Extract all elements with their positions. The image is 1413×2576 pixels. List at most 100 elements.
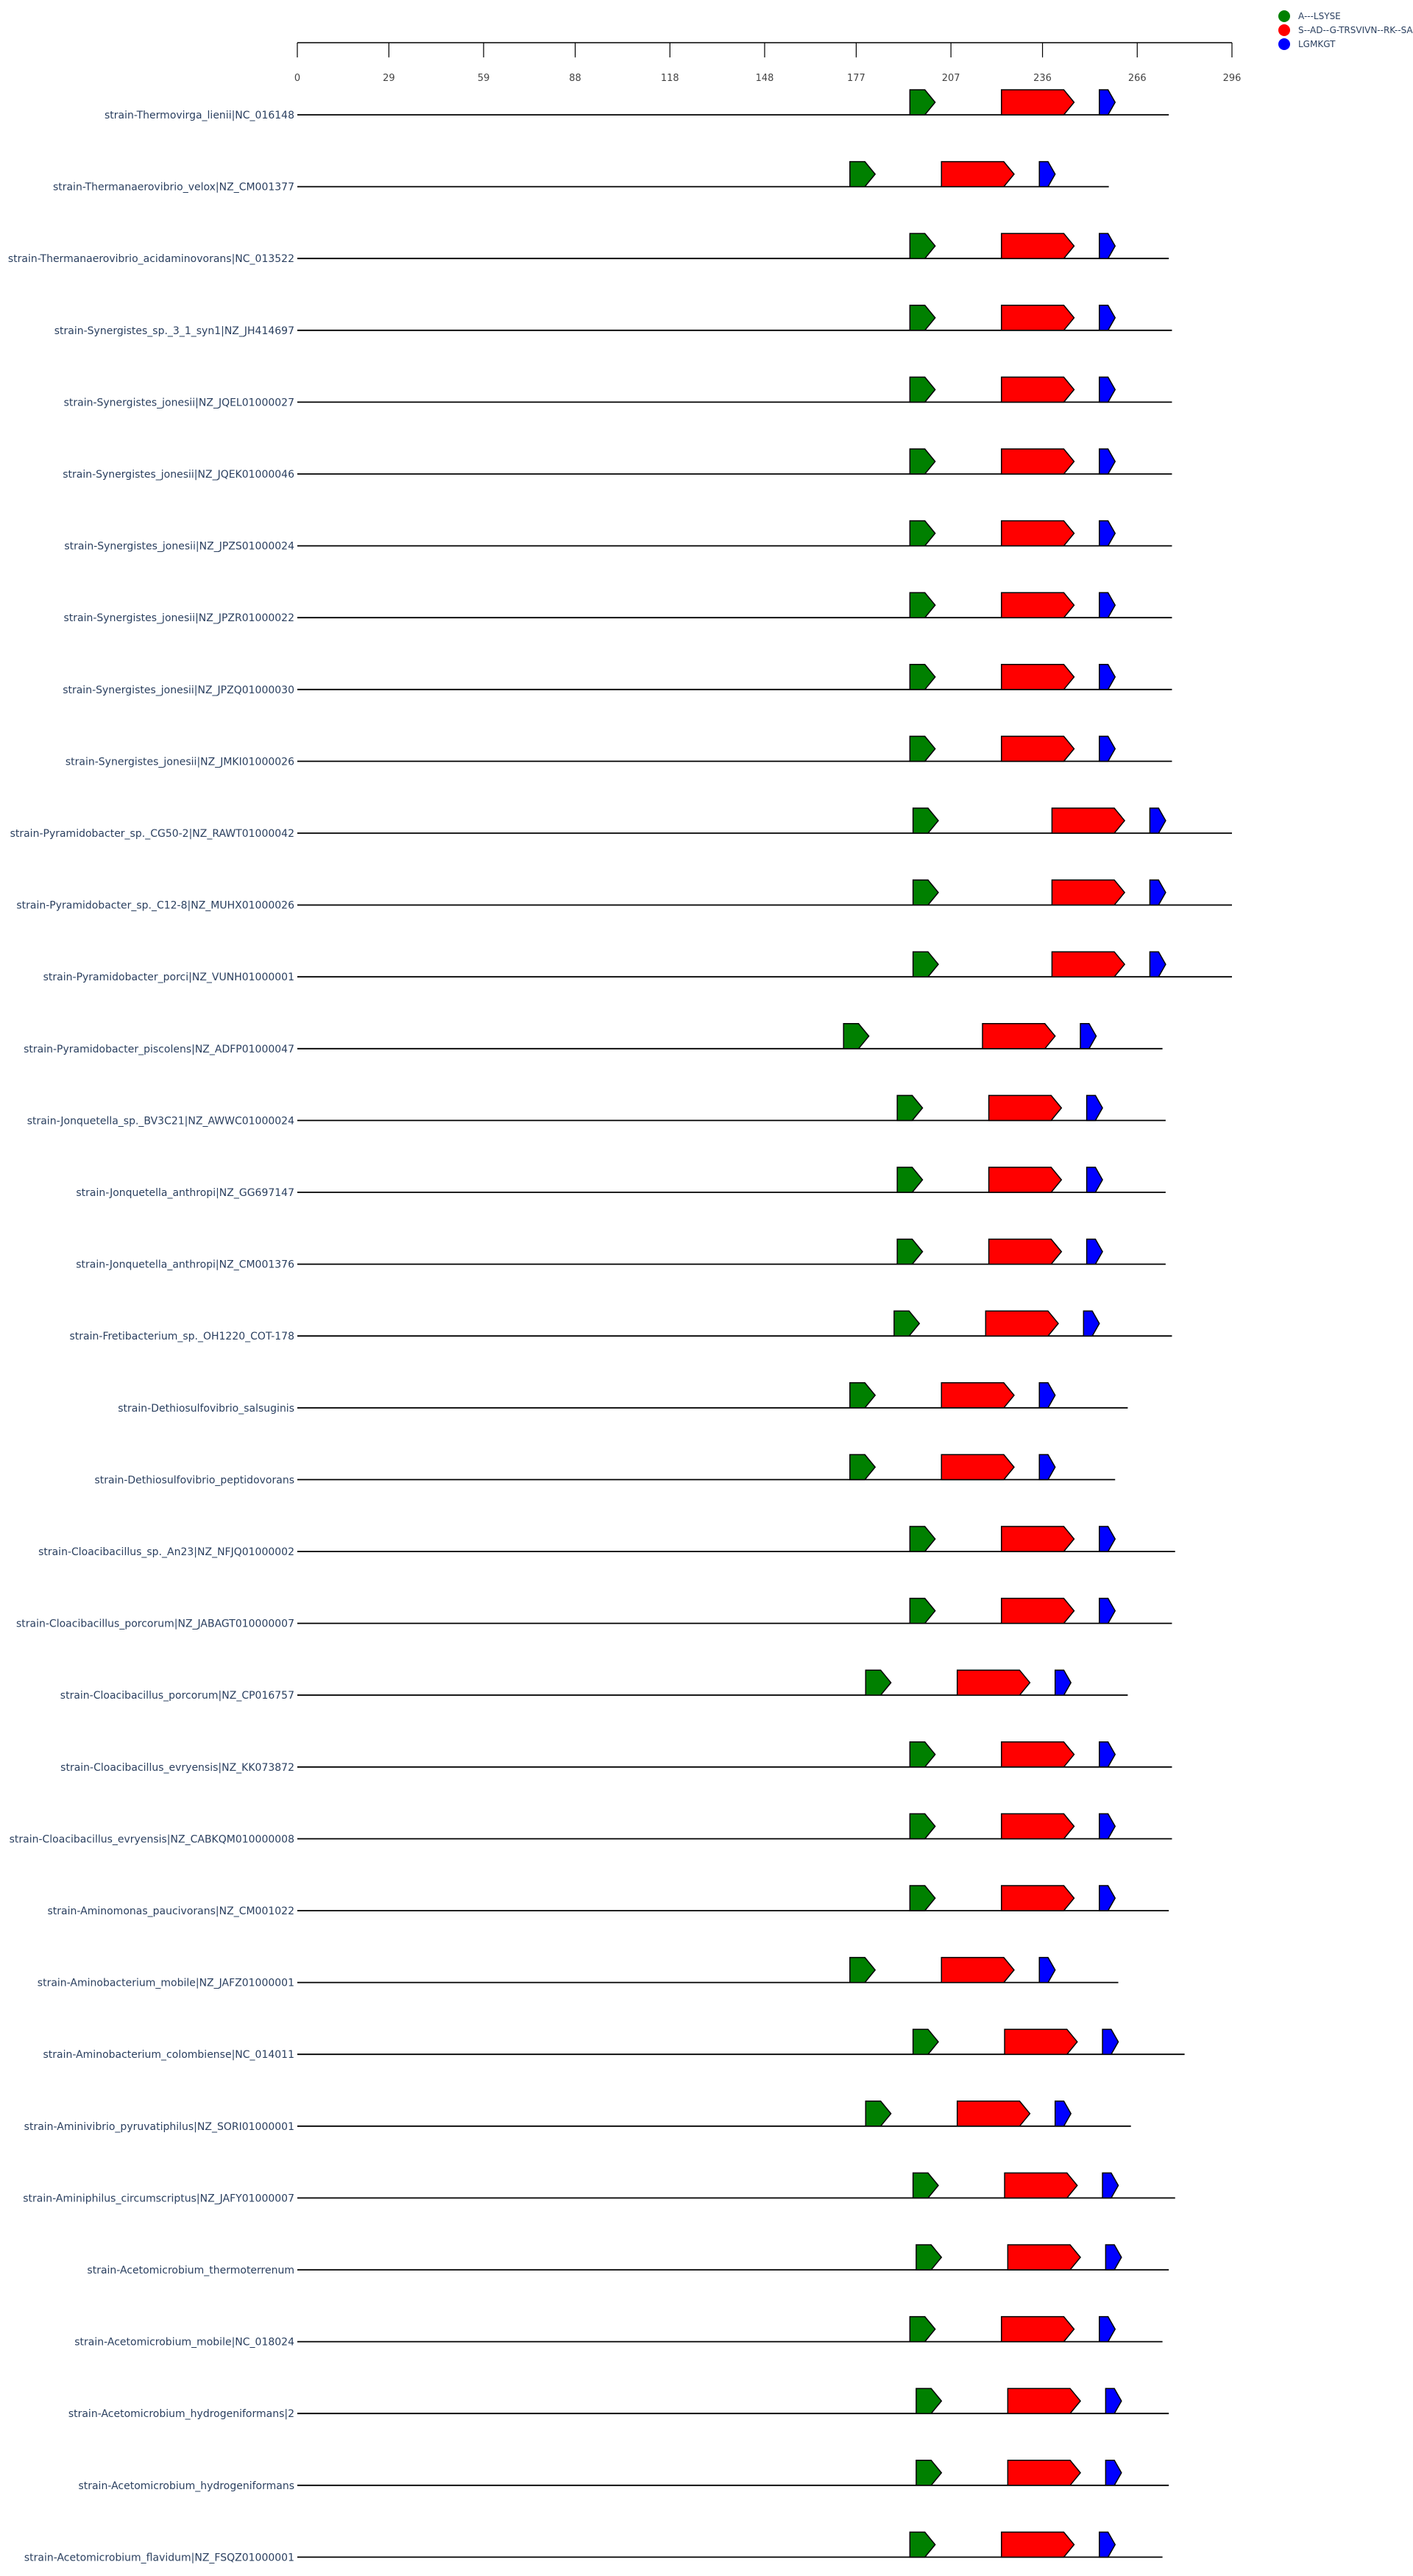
- gene-arrow: [941, 1382, 1015, 1409]
- gene-arrow: [916, 2388, 943, 2414]
- gene-arrow: [1038, 1454, 1056, 1481]
- track-label: strain-Acetomicrobium_flavidum|NZ_FSQZ01…: [24, 2552, 294, 2563]
- track: strain-Thermovirga_lienii|NC_016148: [105, 89, 1169, 121]
- gene-arrow: [1080, 1023, 1097, 1050]
- track-label: strain-Synergistes_jonesii|NZ_JMKI010000…: [65, 756, 294, 768]
- track: strain-Acetomicrobium_hydrogeniformans|2: [68, 2388, 1169, 2420]
- gene-arrow: [985, 1310, 1059, 1337]
- gene-arrow: [912, 951, 939, 977]
- track-label: strain-Pyramidobacter_sp._C12-8|NZ_MUHX0…: [16, 900, 294, 912]
- track: strain-Synergistes_jonesii|NZ_JPZS010000…: [64, 520, 1172, 553]
- gene-arrow: [982, 1023, 1056, 1050]
- track: strain-Pyramidobacter_piscolens|NZ_ADFP0…: [24, 1023, 1163, 1055]
- track: strain-Aminiphilus_circumscriptus|NZ_JAF…: [23, 2172, 1175, 2204]
- gene-arrow: [909, 735, 936, 762]
- gene-arrow: [1099, 664, 1116, 690]
- track-label: strain-Pyramidobacter_porci|NZ_VUNH01000…: [43, 972, 294, 983]
- track: strain-Jonquetella_anthropi|NZ_CM001376: [76, 1238, 1166, 1271]
- gene-arrow: [909, 1741, 936, 1768]
- axis-tick-label: 207: [942, 73, 960, 84]
- gene-arrow: [956, 1669, 1031, 1696]
- gene-arrow: [1001, 1526, 1075, 1552]
- legend-swatch: [1278, 24, 1290, 36]
- gene-arrow: [1099, 1597, 1116, 1624]
- gene-arrow: [941, 1956, 1015, 1984]
- gene-arrow: [1099, 1741, 1116, 1768]
- gene-arrow: [893, 1310, 921, 1337]
- legend-label: LGMKGT: [1298, 39, 1336, 49]
- gene-arrow: [1001, 2315, 1075, 2343]
- gene-arrow: [1086, 1094, 1103, 1122]
- track-label: strain-Aminobacterium_mobile|NZ_JAFZ0100…: [38, 1978, 294, 1989]
- gene-arrow: [1102, 2172, 1119, 2199]
- track-label: strain-Jonquetella_anthropi|NZ_GG697147: [76, 1187, 294, 1199]
- track: strain-Dethiosulfovibrio_salsuginis: [118, 1382, 1128, 1415]
- gene-arrow: [941, 160, 1015, 188]
- gene-arrow: [916, 2460, 943, 2486]
- track-label: strain-Dethiosulfovibrio_salsuginis: [118, 1403, 294, 1415]
- track: strain-Synergistes_jonesii|NZ_JPZR010000…: [63, 592, 1172, 624]
- axis-tick-label: 118: [661, 73, 679, 84]
- track: strain-Synergistes_jonesii|NZ_JMKI010000…: [65, 735, 1172, 768]
- track: strain-Thermanaerovibrio_acidaminovorans…: [8, 233, 1169, 265]
- track: strain-Jonquetella_sp._BV3C21|NZ_AWWC010…: [27, 1094, 1166, 1127]
- gene-arrow: [1054, 2101, 1072, 2127]
- gene-arrow: [1007, 2244, 1082, 2271]
- track: strain-Synergistes_jonesii|NZ_JPZQ010000…: [63, 664, 1172, 696]
- track-label: strain-Acetomicrobium_thermoterrenum: [87, 2265, 294, 2276]
- gene-arrow: [912, 2028, 939, 2055]
- gene-arrow: [909, 305, 936, 331]
- track: strain-Fretibacterium_sp._OH1220_COT-178: [70, 1310, 1172, 1342]
- gene-arrow: [988, 1167, 1063, 1193]
- track-label: strain-Aminobacterium_colombiense|NC_014…: [43, 2049, 294, 2061]
- gene-arrow: [1001, 1741, 1075, 1768]
- gene-arrow: [1099, 233, 1116, 259]
- gene-arrow: [1001, 1885, 1075, 1911]
- track-label: strain-Acetomicrobium_hydrogeniformans|2: [68, 2408, 294, 2420]
- gene-arrow: [909, 592, 936, 618]
- gene-arrow: [1001, 1813, 1075, 1840]
- gene-arrow: [909, 1526, 936, 1552]
- gene-arrow: [843, 1023, 870, 1050]
- gene-arrow: [912, 807, 939, 834]
- track: strain-Aminobacterium_mobile|NZ_JAFZ0100…: [38, 1956, 1119, 1989]
- gene-arrow: [1001, 1597, 1075, 1624]
- track-label: strain-Synergistes_jonesii|NZ_JPZR010000…: [63, 612, 294, 624]
- track: strain-Aminobacterium_colombiense|NC_014…: [43, 2028, 1185, 2061]
- gene-arrow: [1099, 305, 1116, 331]
- gene-arrow: [865, 2101, 892, 2127]
- track: strain-Acetomicrobium_flavidum|NZ_FSQZ01…: [24, 2531, 1163, 2563]
- track: strain-Cloacibacillus_sp._An23|NZ_NFJQ01…: [38, 1526, 1175, 1558]
- track-label: strain-Pyramidobacter_sp._CG50-2|NZ_RAWT…: [10, 828, 294, 840]
- axis-tick-label: 29: [383, 73, 395, 84]
- axis-tick-label: 296: [1223, 73, 1242, 84]
- gene-arrow: [909, 89, 936, 116]
- gene-arrow: [909, 664, 936, 690]
- track: strain-Acetomicrobium_mobile|NC_018024: [74, 2315, 1163, 2349]
- gene-arrow: [896, 1094, 924, 1122]
- gene-arrow: [1007, 2388, 1082, 2414]
- track-label: strain-Thermovirga_lienii|NC_016148: [105, 110, 294, 121]
- gene-arrow: [909, 376, 936, 403]
- gene-arrow: [1004, 2028, 1078, 2055]
- legend: A---LSYSE S--AD--G-TRSVIVN--RK--SA LGMKGT: [1278, 10, 1413, 50]
- track-label: strain-Synergistes_sp._3_1_syn1|NZ_JH414…: [54, 325, 294, 337]
- track-label: strain-Cloacibacillus_porcorum|NZ_CP0167…: [60, 1690, 294, 1702]
- gene-arrow: [896, 1238, 924, 1265]
- gene-arrow: [1001, 448, 1075, 475]
- gene-arrow: [909, 2315, 936, 2343]
- gene-arrow: [1001, 2531, 1075, 2558]
- track: strain-Jonquetella_anthropi|NZ_GG697147: [76, 1167, 1166, 1199]
- track-label: strain-Cloacibacillus_porcorum|NZ_JABAGT…: [16, 1618, 294, 1630]
- gene-arrow: [896, 1167, 924, 1193]
- gene-arrow: [849, 1956, 877, 1984]
- track-label: strain-Synergistes_jonesii|NZ_JQEK010000…: [63, 469, 294, 481]
- gene-arrow: [1099, 89, 1116, 116]
- track: strain-Synergistes_sp._3_1_syn1|NZ_JH414…: [54, 305, 1172, 337]
- track: strain-Cloacibacillus_porcorum|NZ_JABAGT…: [16, 1597, 1172, 1630]
- track-label: strain-Aminiphilus_circumscriptus|NZ_JAF…: [23, 2193, 294, 2204]
- gene-arrow: [1001, 664, 1075, 690]
- gene-arrow: [1099, 2531, 1116, 2558]
- track-label: strain-Dethiosulfovibrio_peptidovorans: [94, 1474, 294, 1486]
- gene-arrow: [1149, 951, 1166, 977]
